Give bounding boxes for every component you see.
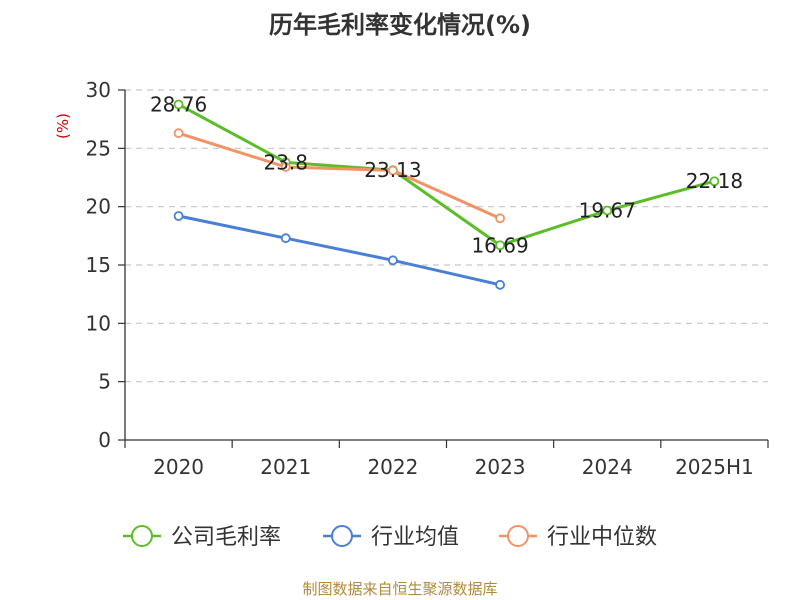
x-tick-label: 2022 (367, 455, 418, 479)
data-point (495, 240, 505, 251)
data-label: 23.8 (263, 150, 308, 174)
legend-marker (131, 525, 153, 547)
series-line (178, 131, 501, 220)
data-point (173, 211, 184, 221)
legend-label: 行业中位数 (547, 525, 657, 550)
x-tick-label: 2024 (582, 455, 633, 479)
data-label: 28.76 (150, 92, 207, 116)
data-label: 16.69 (471, 233, 528, 257)
legend-label: 公司毛利率 (171, 525, 281, 550)
data-point (280, 233, 291, 244)
series-lines (173, 99, 720, 290)
data-point (495, 213, 505, 224)
y-tick-label: 25 (86, 136, 111, 160)
x-tick-label: 2025H1 (675, 455, 754, 479)
axes: 0 5 10 15 20 25 30 2020 2021 2022 2023 2024 2025H1 (86, 78, 769, 479)
data-point (280, 162, 291, 172)
y-tick-label: 5 (98, 370, 111, 394)
data-point (602, 205, 613, 216)
x-tick-label: 2020 (153, 455, 204, 479)
legend-marker (331, 525, 353, 547)
data-label: 23.13 (364, 158, 421, 182)
data-label: 19.67 (579, 199, 636, 223)
y-axis-unit-label: (%) (54, 113, 72, 139)
data-point (173, 99, 184, 110)
data-label: 22.18 (686, 169, 743, 193)
data-point (709, 176, 720, 187)
source-note: 制图数据来自恒生聚源数据库 (302, 580, 497, 598)
y-tick-label: 0 (98, 428, 111, 452)
data-point (388, 165, 398, 176)
legend: 公司毛利率 行业均值 行业中位数 (123, 525, 657, 550)
legend-marker (507, 525, 529, 547)
data-point (495, 279, 505, 290)
y-tick-label: 10 (86, 311, 111, 335)
data-point (388, 255, 398, 266)
x-tick-label: 2023 (475, 455, 526, 479)
y-tick-label: 20 (86, 195, 111, 219)
data-point (173, 128, 184, 139)
y-tick-label: 30 (86, 78, 111, 102)
x-tick-label: 2021 (260, 455, 311, 479)
legend-label: 行业均值 (371, 525, 459, 550)
series-line (178, 214, 501, 287)
series-line (177, 103, 715, 247)
grid-lines (125, 89, 768, 383)
data-labels: 28.76 23.8 23.13 16.69 19.67 22.18 (150, 92, 743, 257)
chart-title: 历年毛利率变化情况(%) (269, 11, 531, 39)
y-tick-label: 15 (86, 253, 111, 277)
